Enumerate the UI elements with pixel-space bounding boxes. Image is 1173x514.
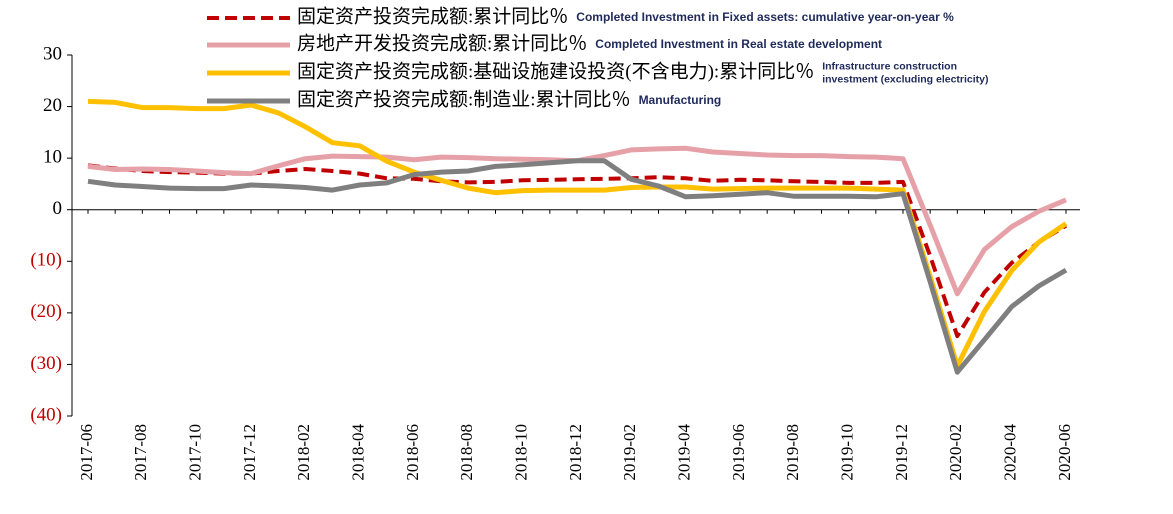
x-tick-label: 2019-06 (729, 424, 748, 481)
x-tick-label: 2020-04 (1001, 424, 1020, 481)
x-tick-label: 2017-12 (240, 424, 259, 481)
x-tick-label: 2019-12 (892, 424, 911, 481)
x-tick-label: 2017-06 (77, 424, 96, 481)
y-tick-label: (20) (30, 301, 62, 322)
x-tick-label: 2018-04 (349, 424, 368, 481)
legend-label-en: investment (excluding electricity) (822, 73, 988, 85)
x-tick-label: 2019-10 (838, 424, 857, 481)
legend-label: 房地产开发投资完成额:累计同比％ (297, 32, 587, 54)
x-tick-label: 2017-10 (186, 424, 205, 481)
legend-label-en: Completed Investment in Real estate deve… (595, 37, 882, 51)
y-tick-label: 20 (43, 95, 62, 116)
x-tick-label: 2020-02 (946, 424, 965, 481)
x-tick-label: 2019-08 (783, 424, 802, 481)
y-tick-label: (30) (30, 353, 62, 374)
x-tick-label: 2019-04 (675, 424, 694, 481)
series-line (87, 145, 1067, 297)
y-tick-label: 0 (53, 198, 63, 219)
legend-label: 固定资产投资完成额:基础设施建设投资(不含电力):累计同比％ (297, 60, 814, 82)
legend-label-en: Completed Investment in Fixed assets: cu… (576, 10, 954, 24)
x-tick-label: 2019-02 (620, 424, 639, 481)
legend-label-en: Infrastructure construction (822, 60, 957, 72)
y-tick-label: (40) (30, 404, 62, 425)
x-tick-label: 2018-06 (403, 424, 422, 481)
legend-label-en: Manufacturing (639, 93, 722, 107)
x-tick-label: 2018-12 (566, 424, 585, 481)
x-tick-label: 2018-10 (512, 424, 531, 481)
x-tick-label: 2020-06 (1055, 424, 1074, 481)
legend-label: 固定资产投资完成额:累计同比％ (297, 5, 568, 27)
series-line (87, 158, 1068, 375)
y-tick-label: 30 (43, 43, 62, 64)
legend-label: 固定资产投资完成额:制造业:累计同比％ (297, 88, 631, 110)
y-tick-label: (10) (30, 250, 62, 271)
x-tick-label: 2018-02 (294, 424, 313, 481)
x-tick-label: 2018-08 (457, 424, 476, 481)
x-tick-label: 2017-08 (131, 424, 150, 481)
series-line (87, 98, 1068, 369)
y-tick-label: 10 (43, 147, 62, 168)
